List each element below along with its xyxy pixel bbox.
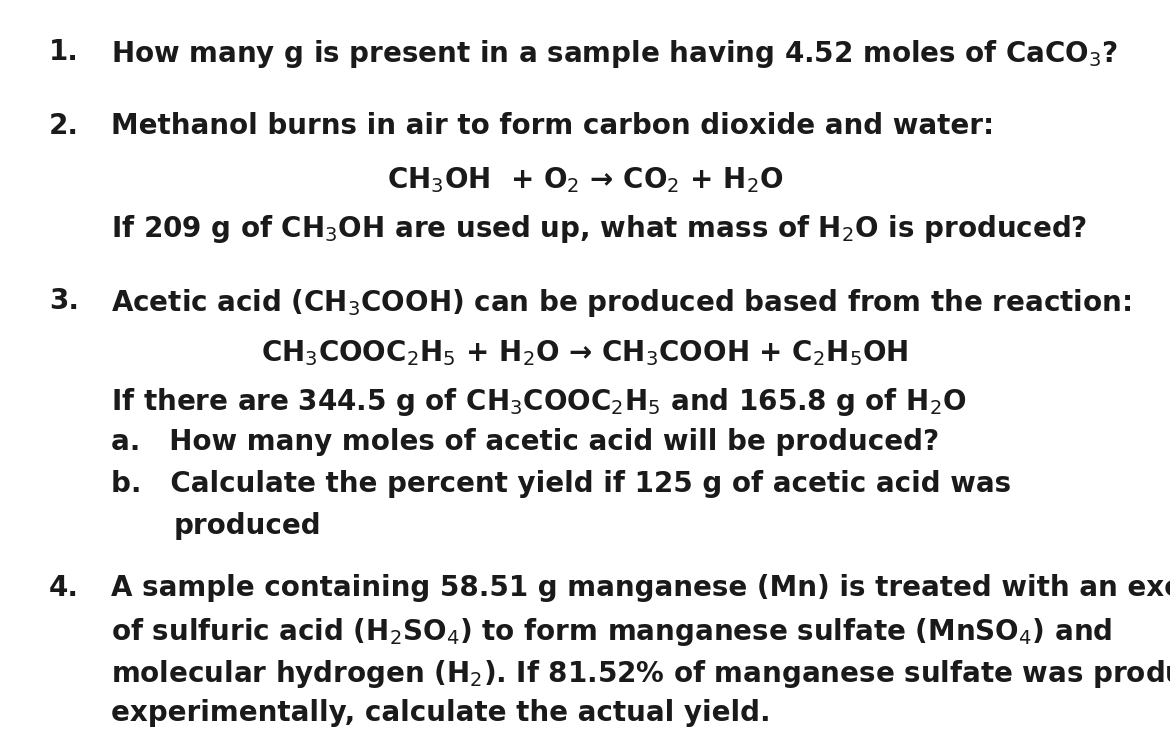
- Text: of sulfuric acid (H$_2$SO$_4$) to form manganese sulfate (MnSO$_4$) and: of sulfuric acid (H$_2$SO$_4$) to form m…: [111, 616, 1113, 648]
- Text: a.   How many moles of acetic acid will be produced?: a. How many moles of acetic acid will be…: [111, 428, 940, 456]
- Text: 4.: 4.: [49, 574, 80, 602]
- Text: 1.: 1.: [49, 38, 80, 66]
- Text: If there are 344.5 g of CH$_3$COOC$_2$H$_5$ and 165.8 g of H$_2$O: If there are 344.5 g of CH$_3$COOC$_2$H$…: [111, 386, 966, 418]
- Text: CH$_3$COOC$_2$H$_5$ + H$_2$O → CH$_3$COOH + C$_2$H$_5$OH: CH$_3$COOC$_2$H$_5$ + H$_2$O → CH$_3$COO…: [261, 339, 909, 368]
- Text: molecular hydrogen (H$_2$). If 81.52% of manganese sulfate was produced: molecular hydrogen (H$_2$). If 81.52% of…: [111, 658, 1170, 690]
- Text: Methanol burns in air to form carbon dioxide and water:: Methanol burns in air to form carbon dio…: [111, 112, 994, 140]
- Text: b.   Calculate the percent yield if 125 g of acetic acid was: b. Calculate the percent yield if 125 g …: [111, 470, 1011, 498]
- Text: experimentally, calculate the actual yield.: experimentally, calculate the actual yie…: [111, 699, 771, 727]
- Text: CH$_3$OH  + O$_2$ → CO$_2$ + H$_2$O: CH$_3$OH + O$_2$ → CO$_2$ + H$_2$O: [387, 166, 783, 195]
- Text: produced: produced: [173, 512, 321, 539]
- Text: Acetic acid (CH$_3$COOH) can be produced based from the reaction:: Acetic acid (CH$_3$COOH) can be produced…: [111, 287, 1131, 319]
- Text: 2.: 2.: [49, 112, 80, 140]
- Text: If 209 g of CH$_3$OH are used up, what mass of H$_2$O is produced?: If 209 g of CH$_3$OH are used up, what m…: [111, 213, 1087, 245]
- Text: 3.: 3.: [49, 287, 80, 315]
- Text: How many g is present in a sample having 4.52 moles of CaCO$_3$?: How many g is present in a sample having…: [111, 38, 1119, 70]
- Text: A sample containing 58.51 g manganese (Mn) is treated with an excess: A sample containing 58.51 g manganese (M…: [111, 574, 1170, 602]
